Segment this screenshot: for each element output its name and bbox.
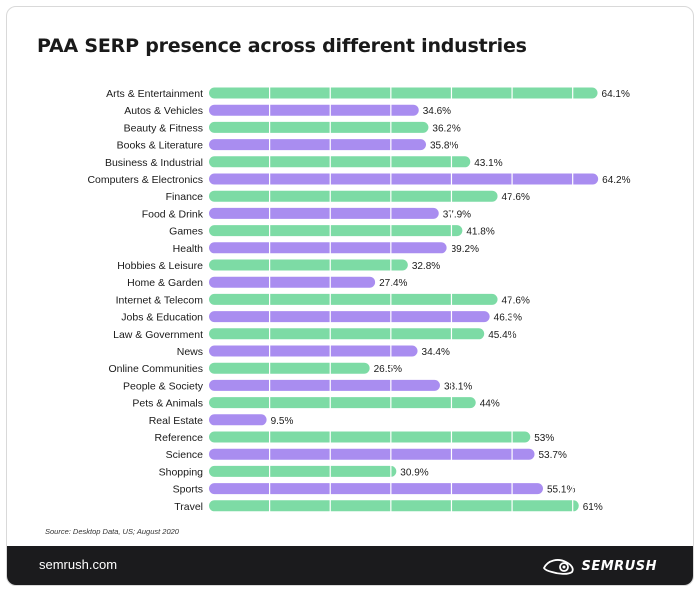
value-label: 30.9%: [400, 467, 428, 478]
value-label: 41.8%: [466, 227, 494, 238]
bar: [209, 207, 439, 219]
bar-chart: Arts & Entertainment 64.1% Autos & Vehicle…: [87, 85, 631, 514]
category-label: Books & Literature: [117, 140, 204, 152]
bar: [209, 414, 267, 426]
bar: [209, 448, 535, 460]
category-label: Finance: [166, 191, 204, 203]
value-label: 61%: [583, 502, 603, 513]
bar: [209, 242, 447, 254]
category-label: Arts & Entertainment: [106, 88, 203, 100]
category-label: Reference: [155, 432, 204, 444]
category-label: Internet & Telecom: [116, 294, 204, 306]
value-label: 27.4%: [379, 278, 407, 289]
bar: [209, 121, 429, 133]
value-label: 64.2%: [602, 175, 630, 186]
bar: [209, 156, 471, 168]
category-label: Home & Garden: [127, 277, 203, 289]
bar: [209, 173, 599, 185]
bar: [209, 276, 376, 288]
bar: [209, 465, 397, 477]
category-label: Law & Government: [113, 329, 203, 341]
category-label: Beauty & Fitness: [124, 122, 203, 134]
category-label: Food & Drink: [142, 208, 204, 220]
category-label: Travel: [174, 501, 203, 513]
value-label: 38.1%: [444, 381, 472, 392]
category-label: Health: [173, 243, 204, 255]
category-label: Science: [166, 449, 204, 461]
value-label: 47.6%: [502, 295, 530, 306]
bar: [209, 104, 419, 116]
value-label: 39.2%: [451, 244, 479, 255]
category-label: Games: [169, 226, 203, 238]
value-label: 37.9%: [443, 209, 471, 220]
value-label: 32.8%: [412, 261, 440, 272]
value-label: 36.2%: [432, 123, 460, 134]
bar: [209, 293, 498, 305]
bar: [209, 328, 485, 340]
bar: [209, 259, 408, 271]
value-label: 35.8%: [430, 141, 458, 152]
site-link[interactable]: semrush.com: [39, 557, 118, 572]
category-label: Shopping: [159, 466, 204, 478]
value-label: 64.1%: [602, 89, 630, 100]
value-label: 26.5%: [374, 364, 402, 375]
bar: [209, 379, 440, 391]
bar: [209, 431, 531, 443]
value-label: 44%: [480, 399, 500, 410]
bar: [209, 397, 476, 409]
value-label: 47.6%: [502, 192, 530, 203]
value-label: 34.6%: [423, 106, 451, 117]
bar: [209, 311, 490, 323]
category-label: Online Communities: [108, 363, 203, 375]
bar: [209, 87, 598, 99]
category-label: Pets & Animals: [132, 398, 203, 410]
category-label: Business & Industrial: [105, 157, 203, 169]
bar: [209, 500, 579, 512]
category-label: Real Estate: [149, 415, 203, 427]
category-label: People & Society: [123, 380, 204, 392]
bar: [209, 345, 418, 357]
footer-bar: semrush.com SEMRUSH: [7, 546, 693, 585]
brand-name: SEMRUSH: [581, 558, 657, 574]
value-label: 46.3%: [494, 313, 522, 324]
bar: [209, 362, 370, 374]
chart-card: PAA SERP presence across different indus…: [6, 6, 694, 586]
category-label: Computers & Electronics: [87, 174, 203, 186]
value-label: 55.1%: [547, 485, 575, 496]
bar: [209, 139, 427, 151]
category-label: Autos & Vehicles: [124, 105, 203, 117]
value-label: 53.7%: [539, 450, 567, 461]
chart-title: PAA SERP presence across different indus…: [37, 35, 527, 57]
source-note: Source: Desktop Data, US; August 2020: [45, 527, 179, 536]
value-label: 43.1%: [474, 158, 502, 169]
bar: [209, 225, 463, 237]
value-label: 45.4%: [488, 330, 516, 341]
category-label: Hobbies & Leisure: [117, 260, 203, 272]
value-label: 53%: [534, 433, 554, 444]
category-label: Sports: [173, 484, 203, 496]
value-label: 34.4%: [422, 347, 450, 358]
brand-logo: SEMRUSH: [542, 556, 658, 576]
value-label: 9.5%: [271, 416, 294, 427]
semrush-flame-icon: [542, 559, 574, 575]
category-label: Jobs & Education: [121, 312, 203, 324]
category-label: News: [177, 346, 203, 358]
bar: [209, 190, 498, 202]
bar: [209, 483, 543, 495]
